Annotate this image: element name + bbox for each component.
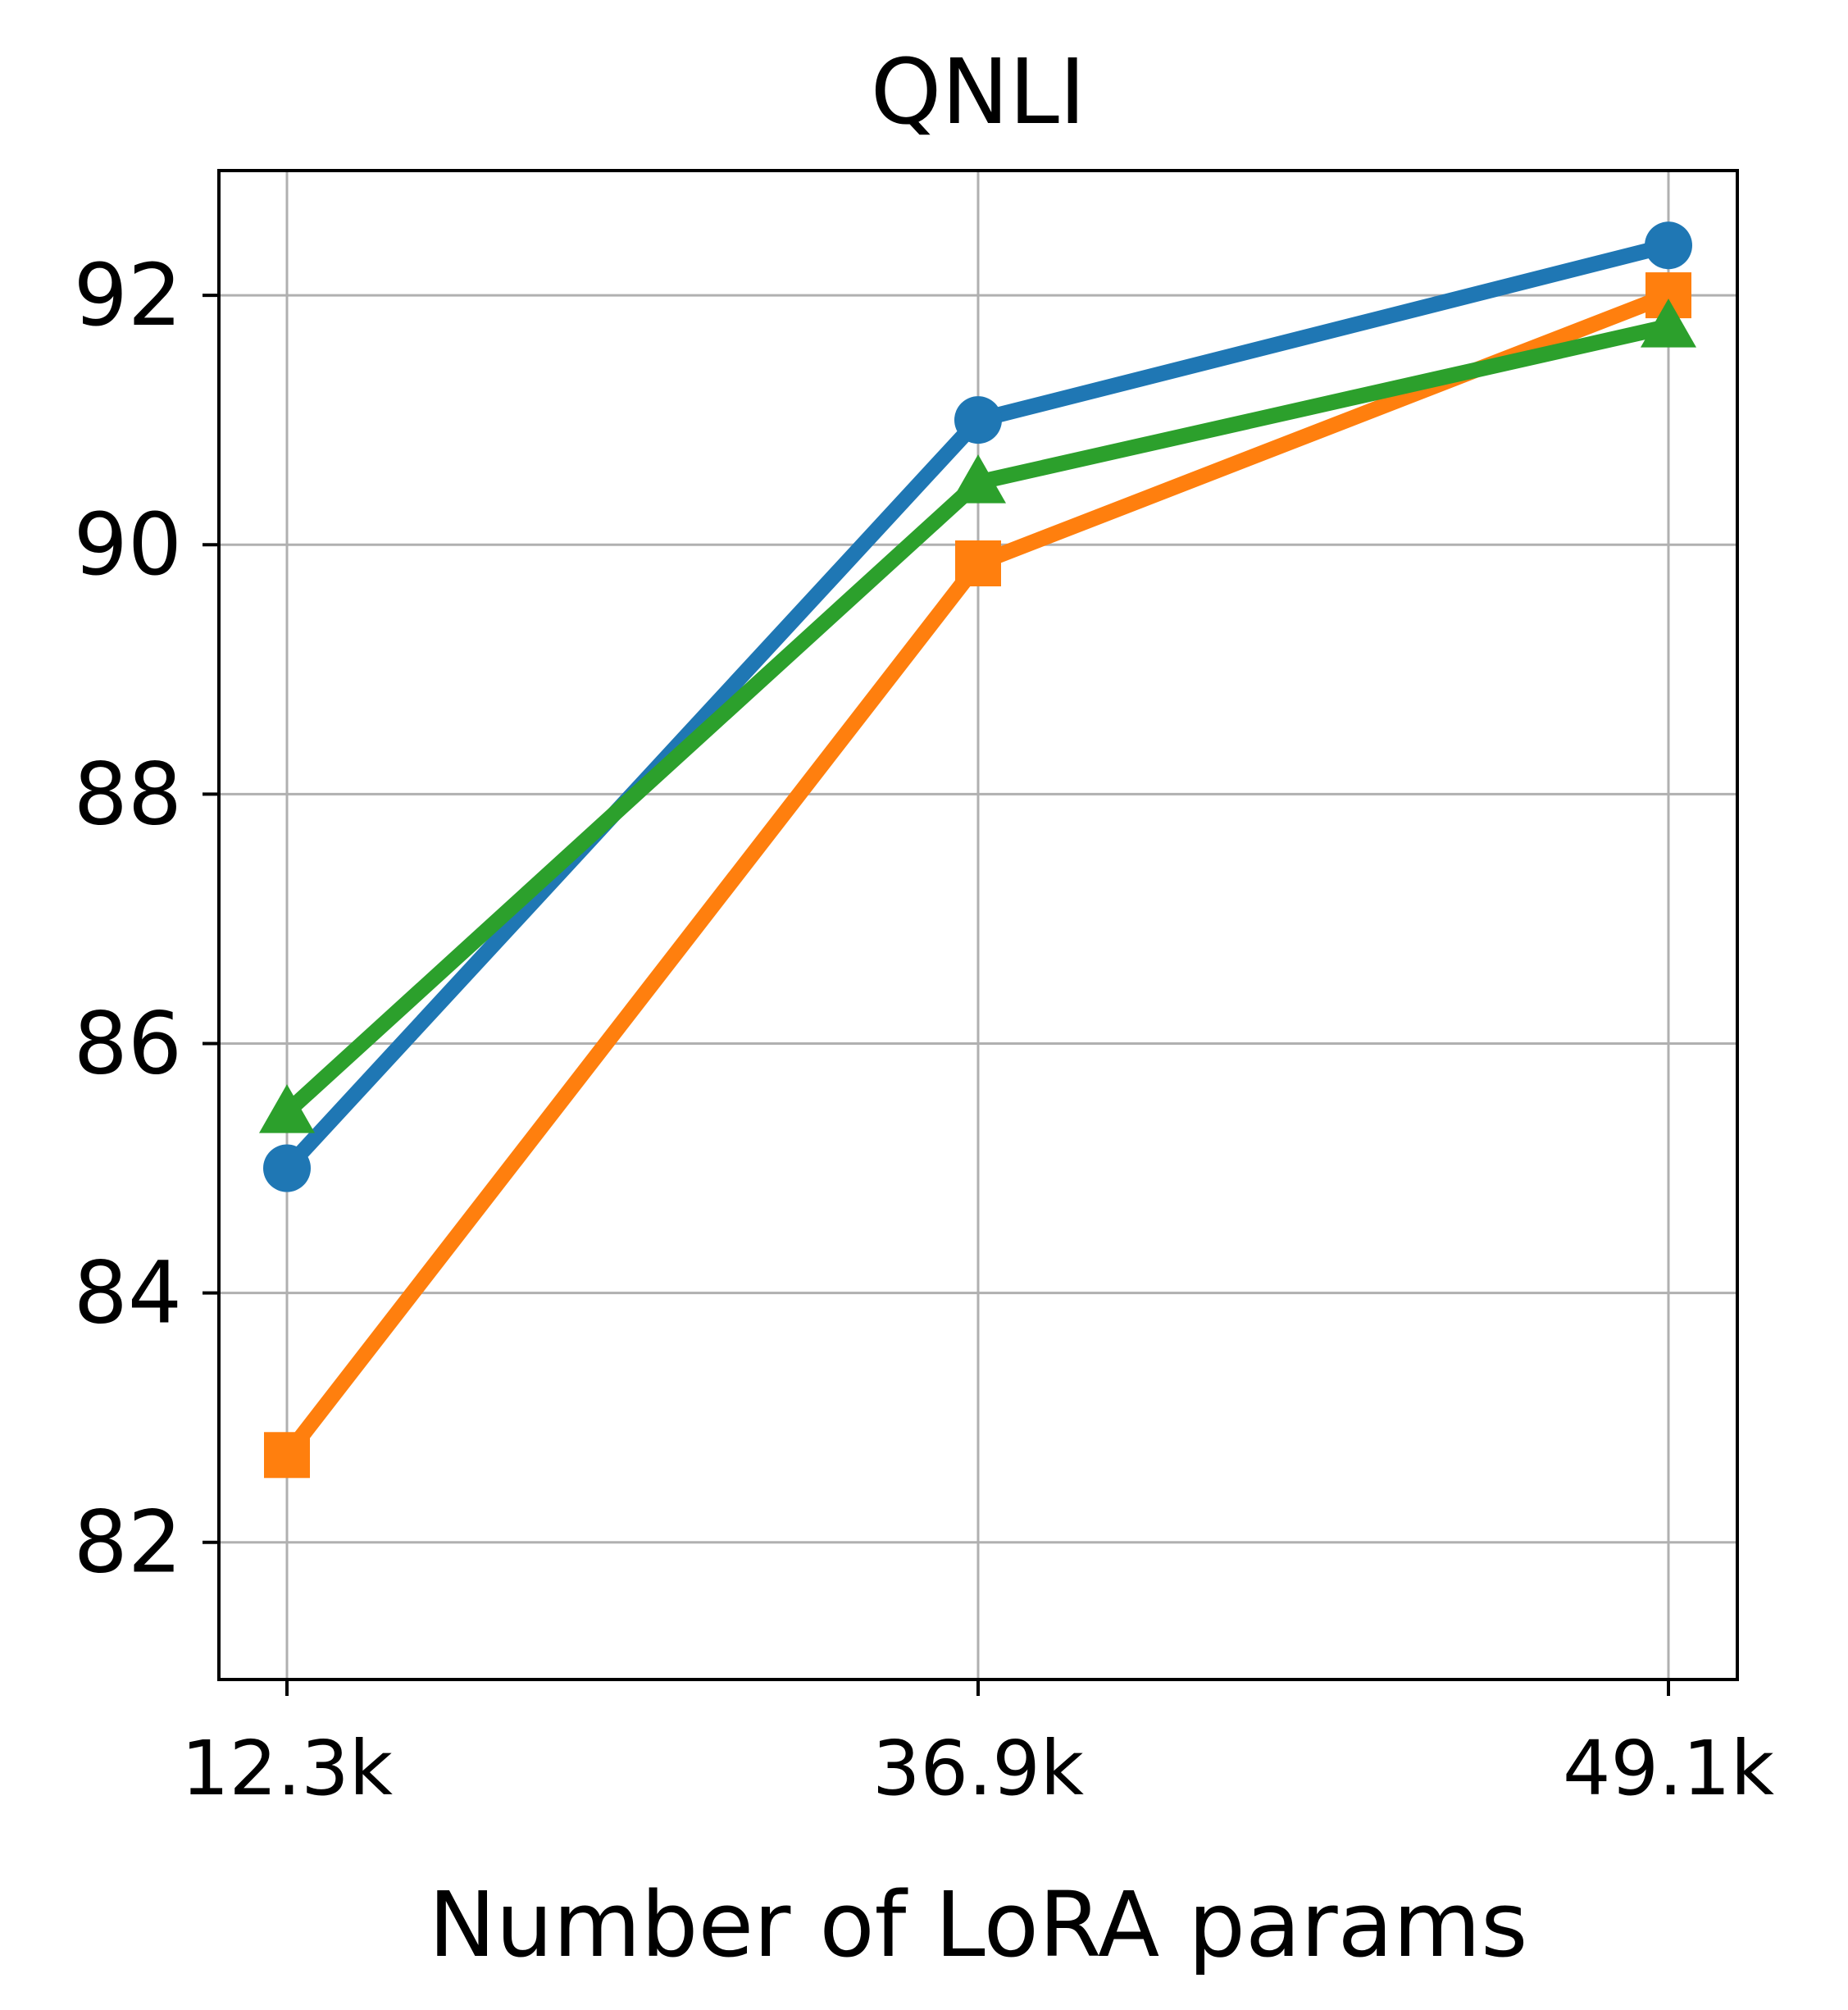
data-point	[955, 540, 1001, 587]
data-point	[263, 1144, 311, 1192]
x-axis-label: Number of LoRA params	[428, 1872, 1527, 1977]
chart-title: QNLI	[871, 39, 1086, 144]
data-point	[264, 1432, 310, 1479]
x-axis-ticks: 12.3k 36.9k 49.1k	[181, 1680, 1775, 1812]
series-3	[259, 299, 1696, 1133]
data-point	[954, 396, 1002, 444]
y-tick-label: 82	[74, 1493, 182, 1593]
y-tick-label: 90	[74, 495, 182, 595]
y-tick-label: 88	[74, 744, 182, 844]
data-point	[259, 1084, 315, 1133]
y-axis-ticks: 82 84 86 88 90 92	[74, 245, 219, 1593]
y-tick-label: 86	[74, 993, 182, 1093]
x-tick-label: 36.9k	[872, 1725, 1085, 1812]
y-tick-label: 92	[74, 245, 182, 345]
series-1	[263, 221, 1692, 1192]
x-tick-label: 49.1k	[1563, 1725, 1775, 1812]
y-tick-label: 84	[74, 1243, 182, 1343]
series-layer	[259, 221, 1696, 1479]
x-tick-label: 12.3k	[181, 1725, 394, 1812]
data-point	[950, 454, 1006, 504]
data-point	[1641, 299, 1696, 348]
data-point	[1645, 221, 1692, 270]
